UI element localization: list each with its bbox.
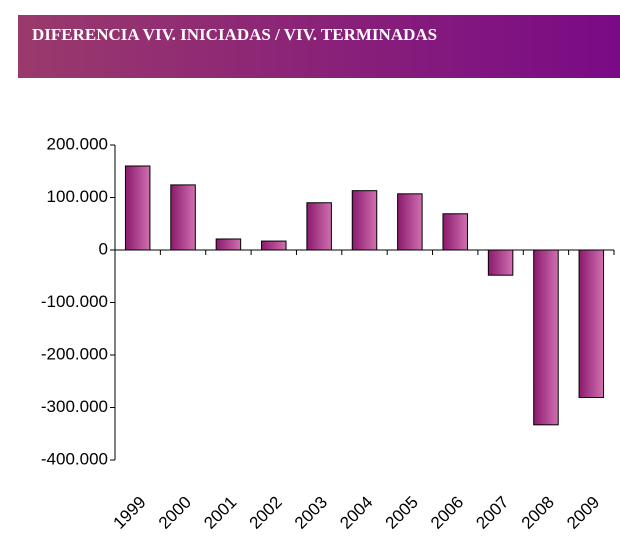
x-tick-label: 2000 <box>155 493 195 533</box>
y-tick-label: -400.000 <box>41 449 108 468</box>
x-tick-label: 2001 <box>200 493 240 533</box>
bar <box>306 202 332 251</box>
chart-title: DIFERENCIA VIV. INICIADAS / VIV. TERMINA… <box>32 25 438 44</box>
x-tick-label: 1999 <box>109 493 149 533</box>
x-tick-label: 2004 <box>336 493 376 533</box>
bar <box>261 240 287 251</box>
bar <box>487 249 514 276</box>
x-tick-label: 2008 <box>518 493 558 533</box>
bar <box>170 184 196 251</box>
x-tick-label: 2005 <box>382 493 422 533</box>
title-banner: DIFERENCIA VIV. INICIADAS / VIV. TERMINA… <box>18 15 620 78</box>
y-tick-label: -100.000 <box>41 292 108 311</box>
x-tick-label: 2007 <box>472 493 512 533</box>
y-tick-label: -300.000 <box>41 397 108 416</box>
x-tick-label: 2002 <box>246 493 286 533</box>
y-tick-label: -200.000 <box>41 344 108 363</box>
bar <box>397 193 423 251</box>
bar <box>578 249 605 399</box>
bar <box>442 213 468 251</box>
x-tick-label: 2003 <box>291 493 331 533</box>
x-tick-label: 2006 <box>427 493 467 533</box>
bar <box>533 249 559 426</box>
bar <box>215 238 242 251</box>
bar <box>351 190 378 251</box>
x-tick-label: 2009 <box>563 493 603 533</box>
y-tick-label: 200.000 <box>47 134 108 153</box>
bar <box>124 165 151 251</box>
y-tick-label: 100.000 <box>47 187 108 206</box>
y-tick-label: 0 <box>99 239 108 258</box>
